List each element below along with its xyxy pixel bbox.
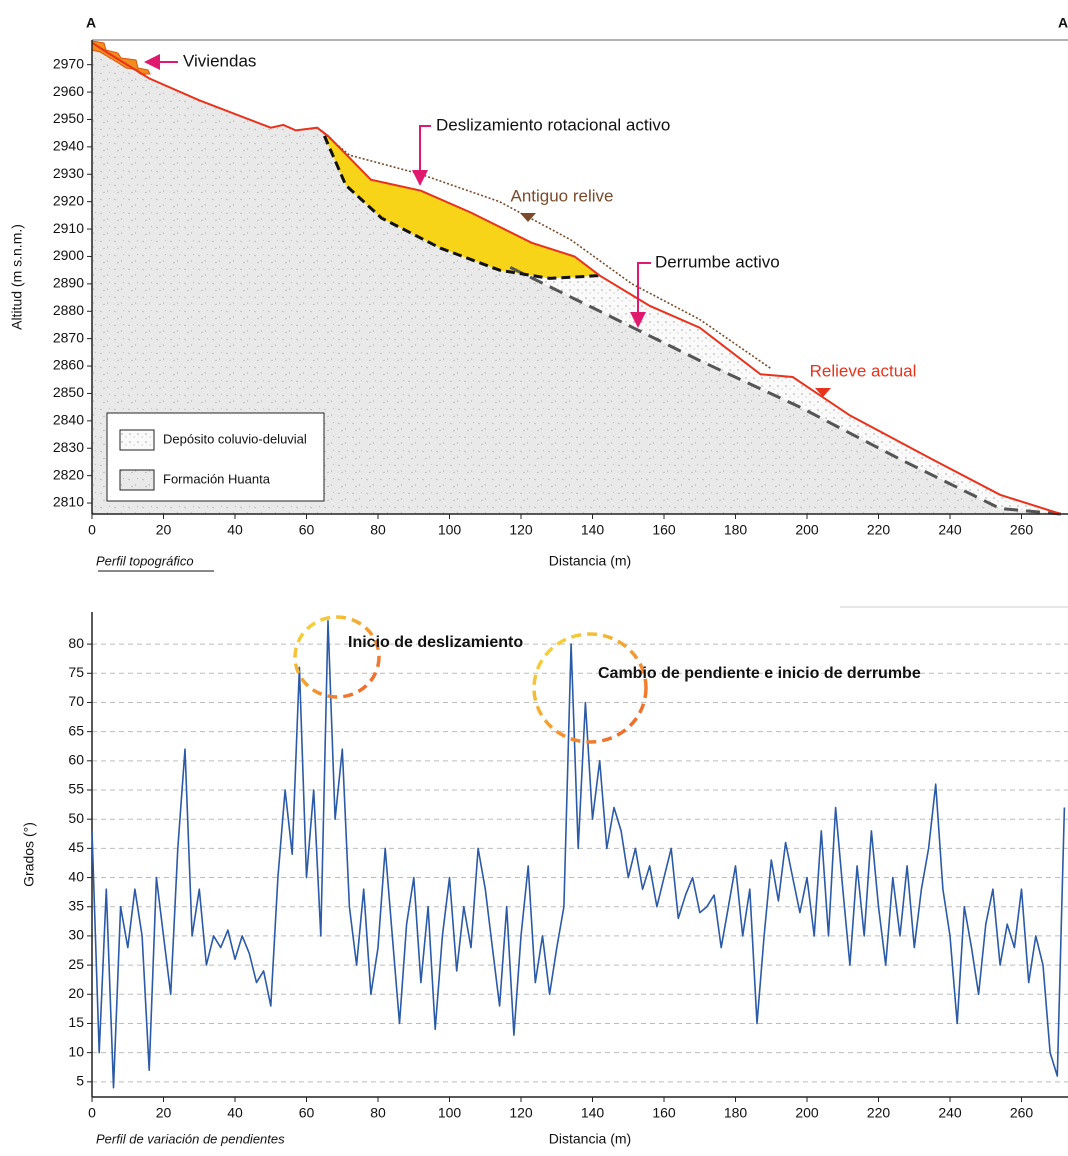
- x-tick-label: 180: [724, 1105, 748, 1121]
- y-tick-label: 2940: [53, 138, 84, 154]
- y-tick-label: 5: [76, 1073, 84, 1089]
- x-tick-label: 100: [438, 1105, 462, 1121]
- marker: [815, 388, 831, 397]
- y-tick-label: 35: [68, 897, 84, 913]
- y-tick-label: 2970: [53, 55, 84, 71]
- x-tick-label: 60: [299, 1105, 315, 1121]
- x-tick-label: 200: [795, 522, 819, 538]
- x-tick-label: 120: [509, 1105, 533, 1121]
- y-tick-label: 2830: [53, 439, 84, 455]
- y-tick-label: 70: [68, 693, 84, 709]
- x-tick-label: 20: [156, 1105, 172, 1121]
- section-label: A: [1058, 15, 1068, 31]
- y-tick-label: 2960: [53, 83, 84, 99]
- y-tick-label: 50: [68, 810, 84, 826]
- y-axis-title: Altitud (m s.n.m.): [9, 224, 25, 330]
- y-tick-label: 75: [68, 664, 84, 680]
- y-tick-label: 2920: [53, 192, 84, 208]
- y-tick-label: 65: [68, 722, 84, 738]
- y-tick-label: 20: [68, 985, 84, 1001]
- x-tick-label: 0: [88, 522, 96, 538]
- highlight-ring: [532, 632, 648, 744]
- x-tick-label: 160: [652, 1105, 676, 1121]
- caption: Perfil topográfico: [96, 553, 194, 568]
- y-tick-label: 30: [68, 927, 84, 943]
- x-tick-label: 80: [370, 522, 386, 538]
- y-tick-label: 10: [68, 1043, 84, 1059]
- slope-line: [91, 619, 1066, 1089]
- y-tick-label: 40: [68, 868, 84, 884]
- y-tick-label: 80: [68, 635, 84, 651]
- series-label: Relieve actual: [810, 361, 917, 380]
- section-label: A: [86, 15, 96, 31]
- arrow: [412, 125, 431, 186]
- x-tick-label: 180: [724, 522, 748, 538]
- highlight-ring: [293, 615, 381, 699]
- annotation: Cambio de pendiente e inicio de derrumbe: [598, 665, 921, 682]
- y-tick-label: 15: [68, 1014, 84, 1030]
- x-tick-label: 260: [1010, 522, 1034, 538]
- x-tick-label: 20: [156, 522, 172, 538]
- marker: [520, 213, 536, 222]
- y-tick-label: 2890: [53, 275, 84, 291]
- y-tick-label: 2820: [53, 466, 84, 482]
- y-axis-title: Grados (°): [21, 822, 37, 887]
- annotation: Inicio de deslizamiento: [348, 634, 523, 651]
- x-tick-label: 220: [867, 522, 891, 538]
- legend-swatch: [119, 469, 155, 491]
- caption: Perfil de variación de pendientes: [96, 1131, 285, 1146]
- y-tick-label: 2880: [53, 302, 84, 318]
- y-tick-label: 2930: [53, 165, 84, 181]
- y-tick-label: 2910: [53, 220, 84, 236]
- x-tick-label: 240: [938, 522, 962, 538]
- y-tick-label: 2850: [53, 384, 84, 400]
- x-tick-label: 160: [652, 522, 676, 538]
- x-tick-label: 260: [1010, 1105, 1034, 1121]
- y-tick-label: 2950: [53, 110, 84, 126]
- y-tick-label: 2900: [53, 247, 84, 263]
- x-tick-label: 140: [581, 522, 605, 538]
- x-tick-label: 40: [227, 522, 243, 538]
- colluvial-fill: [510, 242, 1061, 514]
- annotation: Deslizamiento rotacional activo: [436, 115, 670, 134]
- series-label: Antiguo relive: [510, 186, 613, 205]
- annotation: Derrumbe activo: [655, 252, 780, 271]
- x-axis-title: Distancia (m): [549, 553, 631, 569]
- x-tick-label: 140: [581, 1105, 605, 1121]
- x-tick-label: 60: [299, 522, 315, 538]
- legend-label: Depósito coluvio-deluvial: [163, 431, 307, 446]
- y-tick-label: 2870: [53, 329, 84, 345]
- profile-line: [509, 266, 1061, 516]
- x-tick-label: 200: [795, 1105, 819, 1121]
- topographic-profile: A A 2810 2820 2830 2840 2850 2860 2870 2880 2890 29…: [9, 15, 1068, 572]
- profile-line: [323, 135, 600, 280]
- x-axis-title: Distancia (m): [549, 1131, 631, 1147]
- x-tick-label: 100: [438, 522, 462, 538]
- x-tick-label: 40: [227, 1105, 243, 1121]
- legend-label: Formación Huanta: [163, 471, 271, 486]
- x-tick-label: 240: [938, 1105, 962, 1121]
- x-tick-label: 120: [509, 522, 533, 538]
- y-tick-label: 2840: [53, 412, 84, 428]
- annotation: Viviendas: [183, 51, 256, 70]
- y-tick-label: 60: [68, 752, 84, 768]
- legend-swatch: [119, 429, 155, 451]
- slope-profile: 5 10 15 20 25 30 35 40 45 50 55 60 65 70 75 80 0 20 40 60 80…: [21, 606, 1068, 1147]
- profile-line: [316, 127, 772, 370]
- y-tick-label: 2810: [53, 494, 84, 510]
- profile-line: [91, 41, 1062, 515]
- y-tick-label: 25: [68, 956, 84, 972]
- x-tick-label: 80: [370, 1105, 386, 1121]
- x-tick-label: 0: [88, 1105, 96, 1121]
- arrow: [630, 262, 651, 328]
- y-tick-label: 55: [68, 781, 84, 797]
- houses: [91, 40, 151, 75]
- y-tick-label: 45: [68, 839, 84, 855]
- y-tick-label: 2860: [53, 357, 84, 373]
- x-tick-label: 220: [867, 1105, 891, 1121]
